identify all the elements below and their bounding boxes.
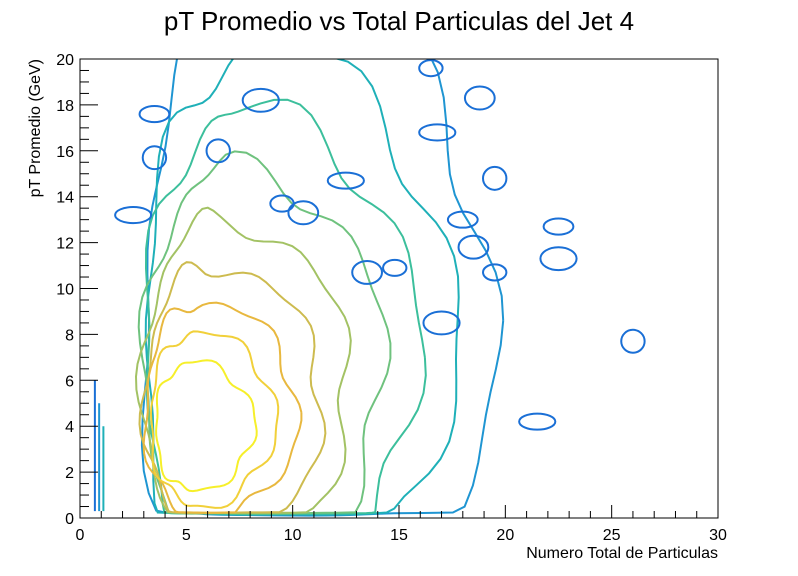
contour-level-5 — [136, 208, 351, 514]
y-tick-label: 14 — [56, 190, 74, 207]
x-axis: 0 5 10 15 20 25 30 — [76, 505, 727, 544]
y-tick-label: 10 — [56, 282, 74, 299]
contour-level-6 — [139, 151, 391, 513]
contour-lines — [95, 0, 645, 516]
x-tick-label: 20 — [496, 527, 514, 544]
contour-island — [140, 106, 170, 122]
contour-island — [519, 414, 555, 430]
x-tick-label: 5 — [182, 527, 191, 544]
chart-title: pT Promedio vs Total Particulas del Jet … — [164, 6, 634, 36]
y-tick-label: 20 — [56, 52, 74, 69]
contour-island — [288, 201, 318, 224]
y-axis-label: pT Promedio (GeV) — [27, 59, 44, 197]
x-axis-label: Numero Total de Particulas — [526, 545, 718, 562]
contour-island — [465, 87, 495, 110]
contour-island — [419, 60, 442, 76]
y-tick-label: 12 — [56, 236, 74, 253]
contour-island — [621, 330, 644, 353]
x-tick-label: 30 — [709, 527, 727, 544]
contour-island — [270, 196, 293, 212]
x-tick-label: 0 — [76, 527, 85, 544]
contour-island — [419, 124, 455, 140]
contour-island — [115, 207, 151, 223]
y-tick-label: 4 — [65, 419, 74, 436]
contour-island — [328, 173, 364, 189]
y-tick-label: 0 — [65, 511, 74, 528]
contour-island — [383, 260, 406, 276]
contour-island — [544, 219, 574, 235]
x-tick-label: 15 — [390, 527, 408, 544]
x-tick-label: 25 — [603, 527, 621, 544]
contour-level-7 — [146, 100, 426, 515]
x-tick-label: 10 — [284, 527, 302, 544]
plot-frame — [80, 59, 718, 518]
contour-island — [423, 311, 459, 334]
y-tick-label: 16 — [56, 144, 74, 161]
contour-level-8 — [146, 48, 459, 515]
y-axis: 0 2 4 6 8 10 12 14 16 18 20 — [56, 52, 98, 528]
y-tick-label: 6 — [65, 373, 74, 390]
y-tick-label: 8 — [65, 327, 74, 344]
contour-level-1 — [156, 360, 257, 491]
contour-level-4 — [140, 262, 326, 513]
contour-island — [207, 139, 230, 162]
y-tick-label: 2 — [65, 465, 74, 482]
contour-island — [483, 167, 506, 190]
y-tick-label: 18 — [56, 98, 74, 115]
contour-island — [540, 247, 576, 270]
